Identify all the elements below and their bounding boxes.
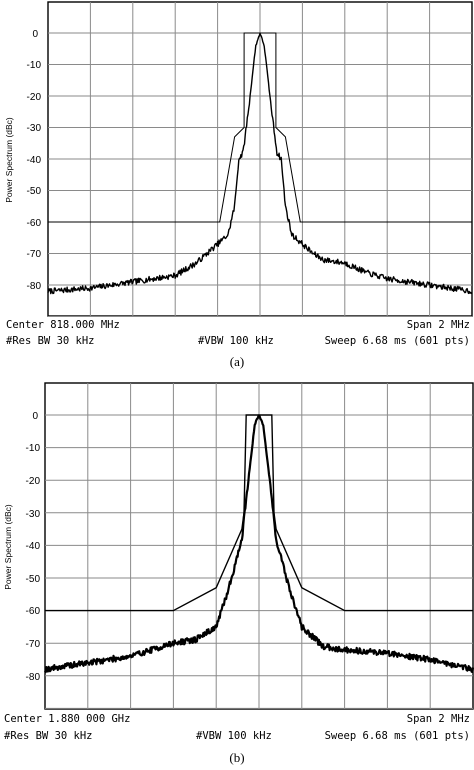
footer-rbw: #Res BW 30 kHz [4,730,93,742]
footer-sweep: Sweep 6.68 ms (601 pts) [325,730,470,742]
y-tick-label: -40 [26,541,41,552]
y-tick-label: -30 [27,123,42,134]
y-tick-label: -50 [27,186,42,197]
y-tick-label: -80 [27,281,42,292]
footer-rbw: #Res BW 30 kHz [6,335,95,347]
y-axis-label: Power Spectrum (dBc) [4,117,14,203]
y-tick-label: -40 [27,155,42,166]
y-tick-label: -70 [27,249,42,260]
y-tick-label: -20 [26,476,41,487]
panel-b: Power Spectrum (dBc) 0 -10 -20 -30 -40 -… [3,382,474,765]
panel-caption: (a) [230,354,244,369]
spectrum-line [44,414,474,674]
y-axis-label: Power Spectrum (dBc) [3,504,13,590]
footer-span: Span 2 MHz [407,713,470,725]
y-tick-label: 0 [32,411,38,422]
plot-marks [47,32,473,295]
panel-caption: (b) [229,750,244,765]
footer-center: Center 818.000 MHz [6,319,120,331]
y-tick-label: 0 [32,29,38,40]
plot-marks [44,414,474,674]
y-tick-label: -20 [27,92,42,103]
grid [48,2,472,317]
footer-vbw: #VBW 100 kHz [196,730,272,742]
footer-center: Center 1.880 000 GHz [4,713,130,725]
footer-vbw: #VBW 100 kHz [198,335,274,347]
y-tick-label: -50 [26,574,41,585]
y-tick-labels: 0 -10 -20 -30 -40 -50 -60 -70 -80 [27,29,42,292]
y-tick-label: -60 [26,606,41,617]
y-tick-label: -30 [26,509,41,520]
y-tick-label: -70 [26,639,41,650]
footer-span: Span 2 MHz [407,319,470,331]
footer-sweep: Sweep 6.68 ms (601 pts) [325,335,470,347]
panel-a: Power Spectrum (dBc) 0 -10 -20 -30 -40 -… [4,1,473,369]
y-tick-label: -10 [27,60,42,71]
y-tick-label: -10 [26,443,41,454]
y-tick-label: -80 [26,672,41,683]
y-tick-label: -60 [27,218,42,229]
spectrum-line [47,32,473,295]
y-tick-labels: 0 -10 -20 -30 -40 -50 -60 -70 -80 [26,411,41,683]
